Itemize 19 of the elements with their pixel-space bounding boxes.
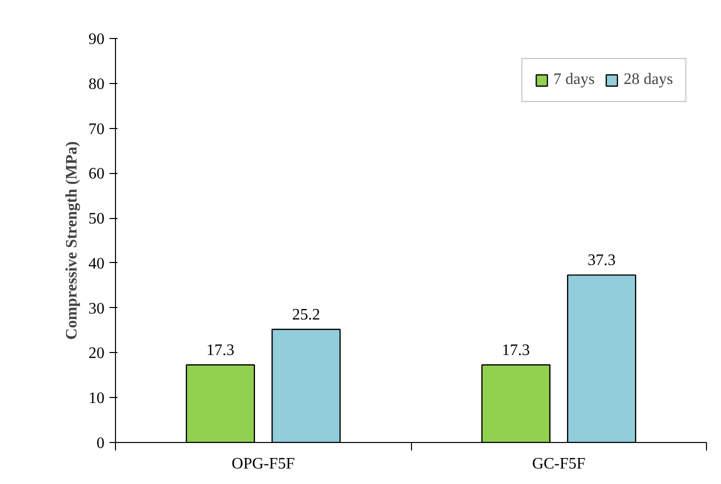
x-tick-label: GC-F5F: [532, 456, 586, 472]
y-axis-title: Compressive Strength (MPa): [64, 141, 80, 340]
data-label: 17.3: [502, 342, 530, 359]
y-tick-label: 70: [88, 120, 104, 138]
y-tick-label: 50: [88, 210, 104, 228]
x-tick-label: OPG-F5F: [232, 456, 295, 472]
y-tick-label: 80: [88, 76, 104, 93]
y-tick-label: 40: [88, 255, 104, 272]
y-tick-label: 30: [88, 300, 104, 318]
legend-label: 28 days: [624, 71, 673, 89]
data-label: 37.3: [588, 252, 616, 270]
y-tick-label: 20: [88, 345, 104, 362]
y-tick-label: 10: [88, 390, 104, 408]
y-tick-label: 60: [88, 166, 104, 183]
y-tick-label: 90: [88, 31, 104, 48]
y-tick-label: 0: [96, 435, 104, 452]
data-label: 17.3: [206, 342, 234, 359]
legend-label: 7 days: [553, 71, 595, 89]
data-label: 25.2: [292, 306, 320, 324]
